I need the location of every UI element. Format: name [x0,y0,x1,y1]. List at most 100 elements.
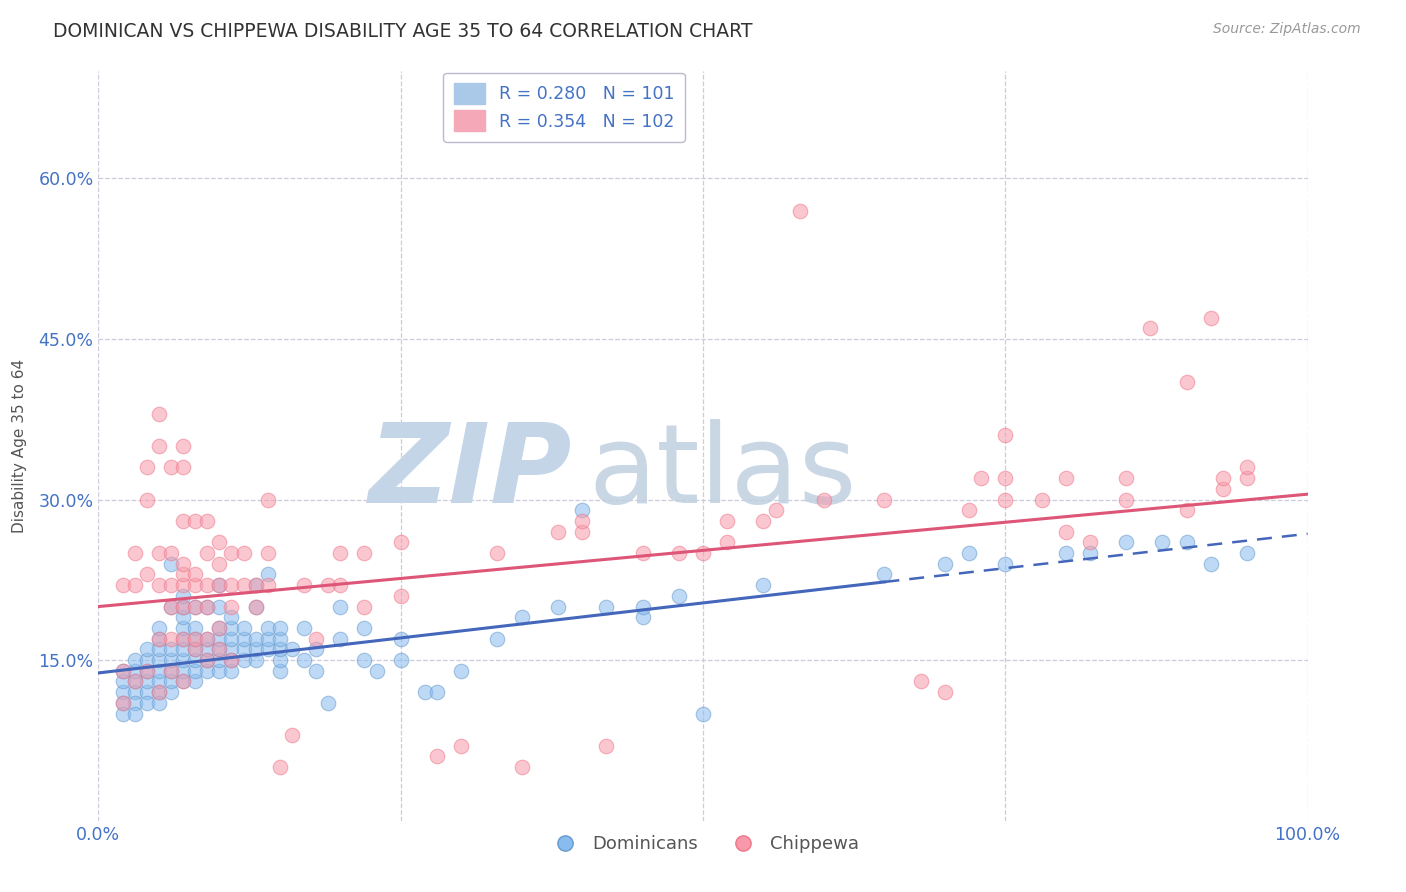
Point [172,642,194,657]
Point [221,599,243,614]
Point [1115,492,1137,507]
Point [292,621,315,635]
Point [195,546,218,560]
Point [124,706,146,721]
Point [1115,471,1137,485]
Point [232,653,254,667]
Point [184,599,207,614]
Point [124,674,146,689]
Point [160,546,183,560]
Point [1236,471,1258,485]
Point [631,599,654,614]
Point [195,642,218,657]
Point [1175,503,1198,517]
Point [510,760,533,774]
Point [208,642,231,657]
Point [245,642,267,657]
Point [752,578,775,592]
Point [716,535,738,549]
Point [221,653,243,667]
Point [1054,546,1077,560]
Point [329,599,352,614]
Point [1152,535,1174,549]
Point [450,664,472,678]
Point [124,696,146,710]
Point [148,664,170,678]
Point [292,653,315,667]
Point [195,653,218,667]
Point [111,674,134,689]
Point [221,546,243,560]
Point [547,599,569,614]
Point [160,664,183,678]
Point [994,428,1017,442]
Point [160,653,183,667]
Point [256,567,278,582]
Point [232,621,254,635]
Point [172,664,194,678]
Point [269,621,291,635]
Point [413,685,436,699]
Point [148,632,170,646]
Point [124,546,146,560]
Point [135,460,157,475]
Point [316,696,339,710]
Point [172,460,194,475]
Point [195,578,218,592]
Point [269,632,291,646]
Point [994,492,1017,507]
Point [172,653,194,667]
Point [994,557,1017,571]
Point [329,632,352,646]
Point [221,632,243,646]
Point [1236,460,1258,475]
Point [172,674,194,689]
Point [160,642,183,657]
Point [208,599,231,614]
Point [256,578,278,592]
Text: ZIP: ZIP [368,418,572,525]
Point [172,599,194,614]
Point [208,578,231,592]
Point [208,653,231,667]
Point [329,578,352,592]
Point [135,664,157,678]
Point [245,653,267,667]
Point [631,546,654,560]
Point [305,632,328,646]
Point [160,578,183,592]
Point [221,664,243,678]
Point [245,599,267,614]
Point [595,599,617,614]
Point [184,642,207,657]
Point [208,557,231,571]
Point [208,642,231,657]
Point [668,546,690,560]
Point [316,578,339,592]
Point [1199,557,1222,571]
Point [269,642,291,657]
Point [195,653,218,667]
Point [957,546,980,560]
Point [256,642,278,657]
Point [232,642,254,657]
Point [135,492,157,507]
Point [124,664,146,678]
Point [160,632,183,646]
Point [172,621,194,635]
Point [172,632,194,646]
Point [256,632,278,646]
Point [1175,375,1198,389]
Point [426,685,449,699]
Point [366,664,388,678]
Point [160,664,183,678]
Point [111,685,134,699]
Point [135,642,157,657]
Point [148,632,170,646]
Point [124,578,146,592]
Point [752,514,775,528]
Point [232,546,254,560]
Point [1031,492,1053,507]
Point [135,696,157,710]
Point [208,632,231,646]
